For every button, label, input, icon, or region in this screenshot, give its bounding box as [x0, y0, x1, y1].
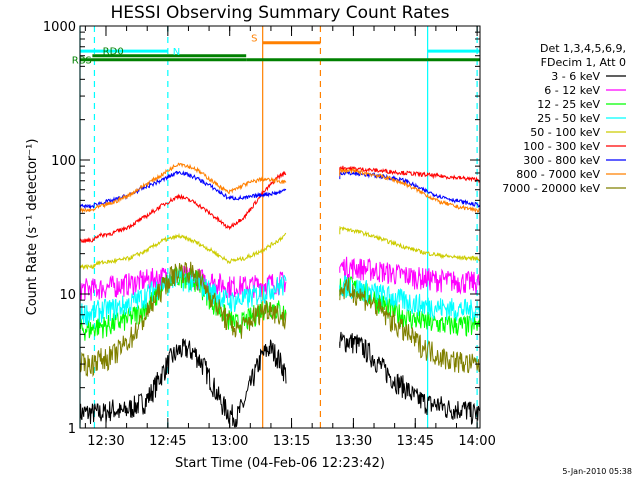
legend-item-label: 12 - 25 keV — [537, 98, 600, 111]
legend-item-label: 800 - 7000 keV — [516, 168, 600, 181]
legend-header: Det 1,3,4,5,6,9, — [540, 42, 626, 55]
y-tick-label: 10 — [59, 288, 76, 303]
axis-ticks: 1 10 100 1000 12:30 12:45 13:00 13:15 13:30 13:45… — [43, 20, 496, 449]
legend-item-label: 6 - 12 keV — [544, 84, 600, 97]
y-tick-label: 100 — [51, 154, 76, 169]
chart-title: HESSI Observing Summary Count Rates — [110, 3, 449, 23]
series-line — [79, 268, 287, 326]
legend-item-label: 3 - 6 keV — [551, 70, 600, 83]
flag-bars: N RD0 RBS S — [72, 34, 480, 67]
flag-label-rbs: RBS — [72, 56, 92, 67]
series-line — [339, 256, 481, 295]
x-tick-label: 13:00 — [211, 434, 248, 449]
x-axis-label: Start Time (04-Feb-06 12:23:42) — [175, 456, 385, 471]
flag-label-n: N — [173, 47, 180, 58]
series-line — [79, 162, 287, 214]
y-tick-label: 1 — [68, 422, 76, 437]
x-tick-label: 13:15 — [273, 434, 310, 449]
legend: Det 1,3,4,5,6,9,FDecim 1, Att 03 - 6 keV… — [502, 42, 626, 195]
flag-label-rd0: RD0 — [103, 47, 124, 58]
x-tick-label: 13:45 — [397, 434, 434, 449]
series-line — [339, 274, 481, 323]
legend-item-label: 100 - 300 keV — [523, 140, 600, 153]
series-line — [339, 331, 481, 425]
legend-item-label: 7000 - 20000 keV — [502, 182, 600, 195]
x-tick-label: 12:45 — [149, 434, 186, 449]
y-axis-label: Count Rate (s⁻¹ detector⁻¹) — [25, 139, 40, 316]
x-tick-label: 14:00 — [458, 434, 495, 449]
plot-frame — [79, 25, 481, 429]
legend-item-label: 50 - 100 keV — [530, 126, 600, 139]
x-tick-label: 13:30 — [335, 434, 372, 449]
series-line — [339, 279, 481, 374]
series-line — [79, 232, 287, 271]
legend-item-label: 300 - 800 keV — [523, 154, 600, 167]
series-line — [79, 170, 287, 244]
series-line — [339, 165, 481, 184]
x-tick-label: 12:30 — [87, 434, 124, 449]
footer-timestamp: 5-Jan-2010 05:38 — [562, 467, 632, 476]
series-line — [339, 226, 480, 262]
legend-item-label: 25 - 50 keV — [537, 112, 600, 125]
flag-label-s: S — [251, 34, 257, 45]
y-tick-label: 1000 — [43, 20, 76, 35]
series-line — [79, 170, 287, 210]
series-line — [79, 261, 287, 378]
series-line — [339, 167, 480, 213]
series-group — [79, 162, 481, 428]
series-line — [79, 338, 287, 428]
legend-header: FDecim 1, Att 0 — [541, 56, 626, 69]
